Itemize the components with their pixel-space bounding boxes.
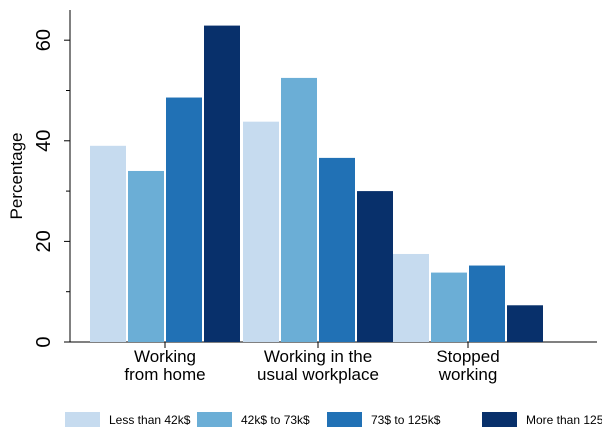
legend-label: More than 125k$ (526, 413, 602, 427)
bar (393, 253, 429, 342)
y-axis-title: Percentage (7, 133, 26, 220)
legend-label: Less than 42k$ (109, 413, 191, 427)
legend-label: 42k$ to 73k$ (241, 413, 310, 427)
bar (166, 97, 202, 342)
bar (243, 121, 279, 342)
bar (507, 305, 543, 342)
bar (90, 145, 126, 342)
legend-item: 42k$ to 73k$ (197, 412, 310, 427)
x-tick-label: from home (124, 365, 205, 384)
legend-swatch (482, 412, 517, 427)
x-tick-label: Working (134, 347, 196, 366)
legend-item: Less than 42k$ (65, 412, 191, 427)
x-tick-label: usual workplace (257, 365, 379, 384)
y-tick-label: 40 (33, 130, 55, 152)
legend-item: 73$ to 125k$ (327, 412, 441, 427)
y-tick-label: 0 (33, 336, 55, 347)
y-tick-label: 60 (33, 29, 55, 51)
y-axis: 0 20 40 60 (33, 10, 71, 348)
x-tick-label: Stopped (436, 347, 499, 366)
legend: Less than 42k$ 42k$ to 73k$ 73$ to 125k$ Mo… (65, 412, 602, 427)
bars (90, 25, 543, 343)
y-tick-label: 20 (33, 230, 55, 252)
x-tick-label: Working in the (264, 347, 372, 366)
bar (319, 157, 355, 342)
legend-item: More than 125k$ (482, 412, 602, 427)
legend-label: 73$ to 125k$ (371, 413, 441, 427)
bar (431, 272, 467, 342)
bar (128, 170, 164, 342)
legend-swatch (65, 412, 100, 427)
x-tick-label: working (438, 365, 498, 384)
legend-swatch (197, 412, 232, 427)
bar (357, 191, 393, 342)
bar (469, 265, 505, 342)
bar (204, 25, 240, 343)
bar (281, 77, 317, 342)
legend-swatch (327, 412, 362, 427)
